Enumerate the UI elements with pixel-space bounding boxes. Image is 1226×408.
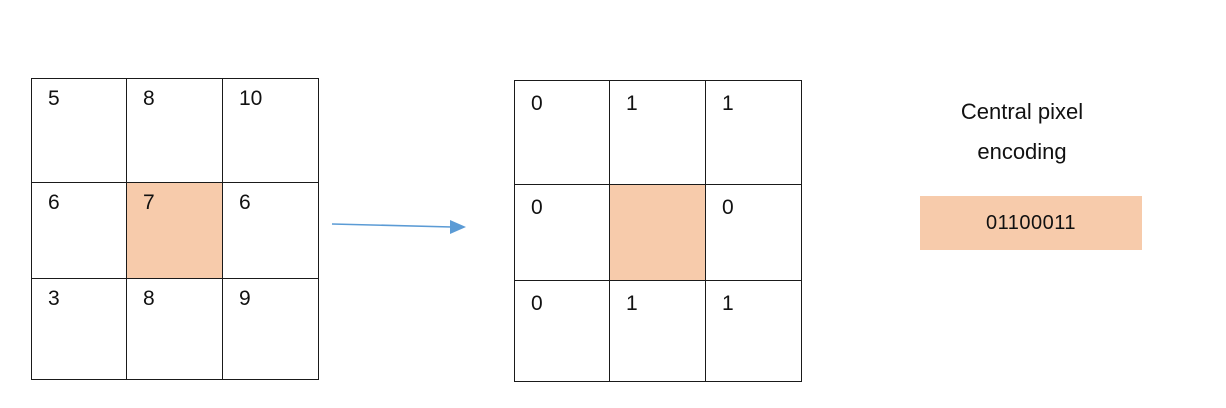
binary-pixel-grid: 0 1 1 0 0 0 1 1 — [514, 80, 802, 382]
binary-cell-0-1: 1 — [610, 81, 706, 185]
binary-cell-2-0: 0 — [515, 281, 610, 381]
binary-cell-0-2: 1 — [706, 81, 801, 185]
encoding-title: Central pixel encoding — [922, 92, 1122, 172]
input-center-cell: 7 — [127, 183, 223, 279]
encoding-code: 01100011 — [985, 211, 1076, 234]
input-cell-0-0: 5 — [32, 79, 127, 183]
input-pixel-grid: 5 8 10 6 7 6 3 8 9 — [31, 78, 319, 380]
input-cell-2-0: 3 — [32, 279, 127, 379]
input-cell-2-2: 9 — [239, 287, 251, 310]
binary-center-cell — [610, 185, 706, 281]
input-cell-0-2: 10 — [223, 79, 318, 183]
input-cell-0-1: 8 — [127, 79, 223, 183]
binary-cell-1-2: 0 — [706, 185, 801, 281]
arrow-right-icon — [331, 220, 466, 234]
binary-cell-2-1: 1 — [610, 281, 706, 381]
binary-cell-0-0: 0 — [515, 81, 610, 185]
encoding-title-line2: encoding — [977, 139, 1067, 164]
encoding-title-line1: Central pixel — [960, 99, 1084, 124]
input-cell-2-1: 8 — [127, 279, 223, 379]
binary-cell-1-0: 0 — [515, 185, 610, 281]
input-cell-1-0: 6 — [32, 183, 127, 279]
input-cell-1-2: 6 — [223, 183, 318, 279]
encoding-result-box: 01100011 — [920, 196, 1142, 250]
binary-cell-2-2: 1 — [722, 292, 734, 315]
